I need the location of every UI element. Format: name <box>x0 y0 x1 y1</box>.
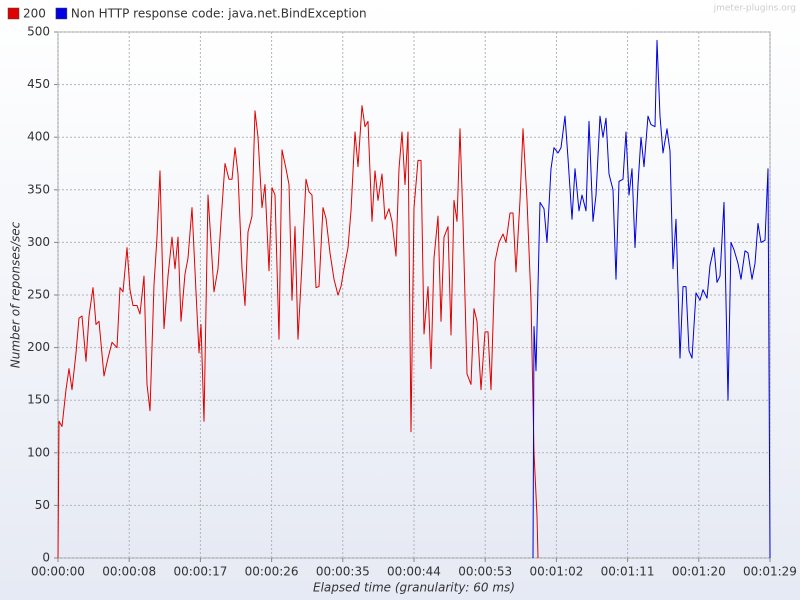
legend-label: Non HTTP response code: java.net.BindExc… <box>71 7 367 21</box>
legend-label: 200 <box>23 7 46 21</box>
x-tick-label: 00:01:20 <box>672 565 726 579</box>
x-tick-label: 00:00:17 <box>173 565 227 579</box>
series-line <box>57 105 539 559</box>
y-tick-label: 100 <box>27 445 50 459</box>
x-tick-label: 00:01:11 <box>601 565 655 579</box>
y-tick-label: 400 <box>27 130 50 144</box>
x-tick-label: 00:00:35 <box>316 565 370 579</box>
y-tick-label: 0 <box>42 551 50 565</box>
x-axis-title: Elapsed time (granularity: 60 ms) <box>313 581 515 595</box>
x-tick-label: 00:00:08 <box>102 565 156 579</box>
y-tick-label: 250 <box>27 288 50 302</box>
y-axis-title: Number of reponses/sec <box>9 221 23 368</box>
y-tick-label: 350 <box>27 182 50 196</box>
y-tick-label: 200 <box>27 340 50 354</box>
y-tick-label: 50 <box>35 498 50 512</box>
legend-swatch <box>7 7 20 20</box>
watermark: jmeter-plugins.org <box>713 4 796 14</box>
legend-swatch <box>55 7 68 20</box>
x-tick-label: 00:00:44 <box>387 565 441 579</box>
x-tick-label: 00:01:02 <box>529 565 583 579</box>
y-tick-label: 500 <box>27 25 50 39</box>
x-tick-label: 00:01:29 <box>743 565 797 579</box>
y-tick-label: 150 <box>27 393 50 407</box>
x-tick-label: 00:00:26 <box>245 565 299 579</box>
x-tick-label: 00:00:53 <box>458 565 512 579</box>
y-tick-label: 450 <box>27 77 50 91</box>
y-tick-label: 300 <box>27 235 50 249</box>
x-tick-label: 00:00:00 <box>31 565 85 579</box>
series-line <box>532 39 771 559</box>
